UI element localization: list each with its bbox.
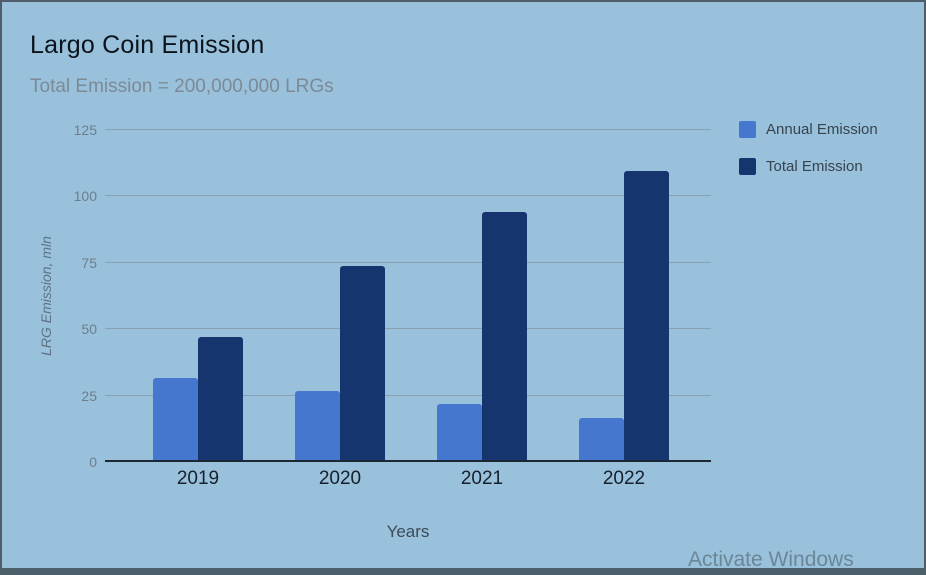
legend-swatch-icon (739, 121, 756, 138)
bar-group-2022 (579, 130, 669, 460)
legend-item-annual-emission: Annual Emission (739, 121, 878, 138)
chart-subtitle: Total Emission = 200,000,000 LRGs (30, 76, 334, 97)
gridline-50 (105, 328, 711, 330)
gridline-75 (105, 261, 711, 263)
legend-item-total-emission: Total Emission (739, 158, 878, 175)
x-tick-label-2019: 2019 (176, 468, 220, 489)
bar-group-2021 (437, 130, 527, 460)
plot-area (105, 129, 711, 462)
gridline-100 (105, 195, 711, 197)
bar-group-2020 (295, 130, 385, 460)
bar-total-emission-2019 (198, 336, 243, 460)
legend-label: Annual Emission (766, 121, 878, 138)
bar-annual-emission-2020 (295, 390, 340, 460)
gridline-25 (105, 394, 711, 396)
bar-total-emission-2022 (624, 170, 669, 460)
legend-swatch-icon (739, 158, 756, 175)
bar-total-emission-2020 (340, 266, 385, 460)
bar-annual-emission-2019 (153, 377, 198, 460)
x-tick-label-2020: 2020 (318, 468, 362, 489)
y-tick-label-0: 0 (89, 454, 97, 470)
x-axis-baseline (105, 460, 711, 462)
y-tick-label-25: 25 (81, 387, 97, 404)
x-axis-title: Years (386, 522, 430, 541)
bar-annual-emission-2022 (579, 417, 624, 460)
activate-windows-watermark: Activate Windows (688, 548, 854, 571)
x-tick-label-2021: 2021 (460, 468, 504, 489)
legend: Annual Emission Total Emission (739, 121, 878, 195)
y-tick-label-125: 125 (73, 122, 97, 138)
y-tick-label-50: 50 (81, 321, 97, 338)
bar-total-emission-2021 (482, 211, 527, 460)
gridline-125 (105, 129, 711, 130)
y-tick-label-75: 75 (81, 254, 97, 271)
bar-group-2019 (153, 130, 243, 460)
x-tick-label-2022: 2022 (602, 468, 646, 489)
legend-label: Total Emission (766, 158, 863, 175)
chart-title: Largo Coin Emission (30, 31, 265, 59)
y-tick-label-100: 100 (73, 188, 97, 205)
bar-annual-emission-2021 (437, 404, 482, 460)
